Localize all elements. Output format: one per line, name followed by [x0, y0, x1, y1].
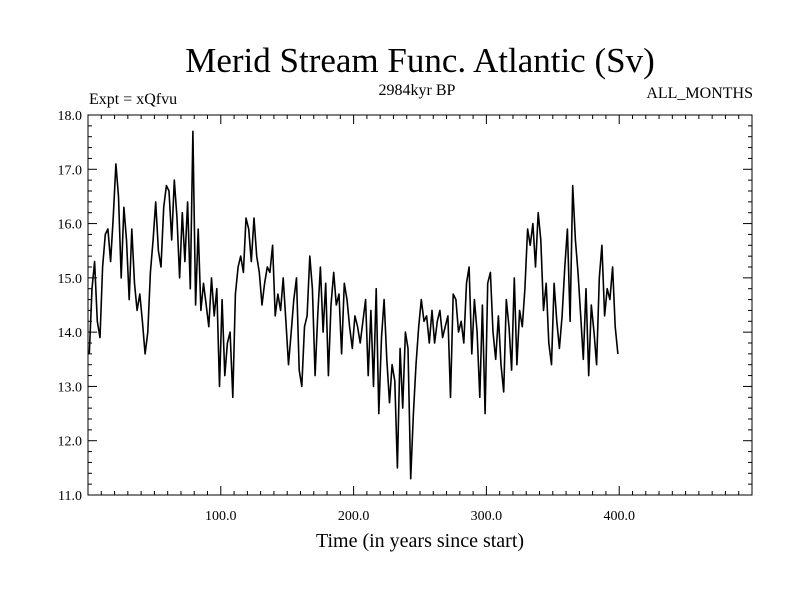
y-tick-label: 14.0 [58, 326, 83, 341]
plot-frame [87, 114, 753, 496]
y-tick-label: 15.0 [58, 272, 83, 287]
experiment-label: Expt = xQfvu [89, 91, 177, 108]
y-tick-label: 13.0 [58, 380, 83, 395]
y-axis-ticks: 11.0 12.0 13.0 14.0 15.0 16.0 17.0 18.0 [58, 109, 752, 504]
y-tick-label: 16.0 [58, 218, 83, 233]
y-tick-label: 18.0 [58, 109, 83, 124]
y-tick-label: 12.0 [58, 435, 83, 450]
y-tick-label: 17.0 [58, 163, 83, 178]
x-tick-label: 100.0 [205, 509, 237, 524]
x-tick-label: 200.0 [338, 509, 370, 524]
chart-title: Merid Stream Func. Atlantic (Sv) [185, 41, 655, 80]
x-tick-label: 400.0 [603, 509, 635, 524]
series-line [88, 130, 619, 480]
plot-series [88, 130, 619, 480]
x-axis-ticks: 100.0 200.0 300.0 400.0 [100, 115, 740, 524]
x-axis-label: Time (in years since start) [316, 530, 524, 552]
period-label: 2984kyr BP [379, 82, 456, 99]
y-tick-label: 11.0 [58, 489, 82, 504]
x-tick-label: 300.0 [471, 509, 503, 524]
months-label: ALL_MONTHS [646, 85, 753, 102]
